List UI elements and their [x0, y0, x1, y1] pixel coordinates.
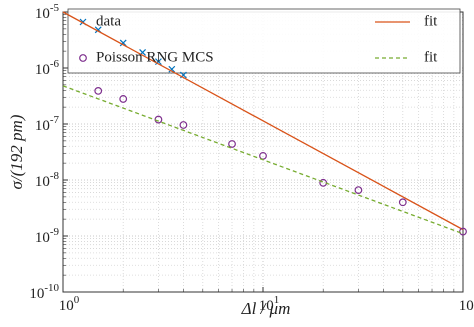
tick-label: 100: [59, 294, 80, 315]
tick-exponent: -5: [50, 2, 60, 14]
tick-label: 10-6: [35, 58, 60, 79]
legend-label: data: [96, 13, 121, 29]
tick-label: 10-9: [35, 226, 60, 247]
tick-exponent: -9: [50, 226, 60, 238]
tick-base: 10: [29, 286, 44, 302]
tick-base: 10: [259, 298, 274, 314]
y-axis-label: σ/(192 pm): [7, 114, 26, 189]
tick-exponent: -10: [44, 282, 59, 294]
tick-exponent: -8: [50, 170, 60, 182]
tick-base: 10: [459, 298, 474, 314]
tick-exponent: -7: [50, 114, 60, 126]
legend-label: fit: [424, 49, 438, 65]
tick-label: 10-8: [35, 170, 60, 191]
legend-label: fit: [424, 13, 438, 29]
tick-exponent: -6: [50, 58, 60, 70]
tick-label: 102: [459, 294, 474, 315]
tick-exponent: 1: [274, 294, 280, 306]
tick-base: 10: [35, 230, 50, 246]
tick-base: 10: [35, 118, 50, 134]
tick-label: 10-7: [35, 114, 60, 135]
tick-base: 10: [35, 62, 50, 78]
tick-label: 10-10: [29, 282, 59, 303]
legend-label: Poisson RNG MCS: [96, 49, 214, 65]
tick-base: 10: [35, 174, 50, 190]
tick-label: 10-5: [35, 2, 60, 23]
tick-base: 10: [59, 298, 74, 314]
tick-exponent: 0: [74, 294, 80, 306]
tick-base: 10: [35, 6, 50, 22]
